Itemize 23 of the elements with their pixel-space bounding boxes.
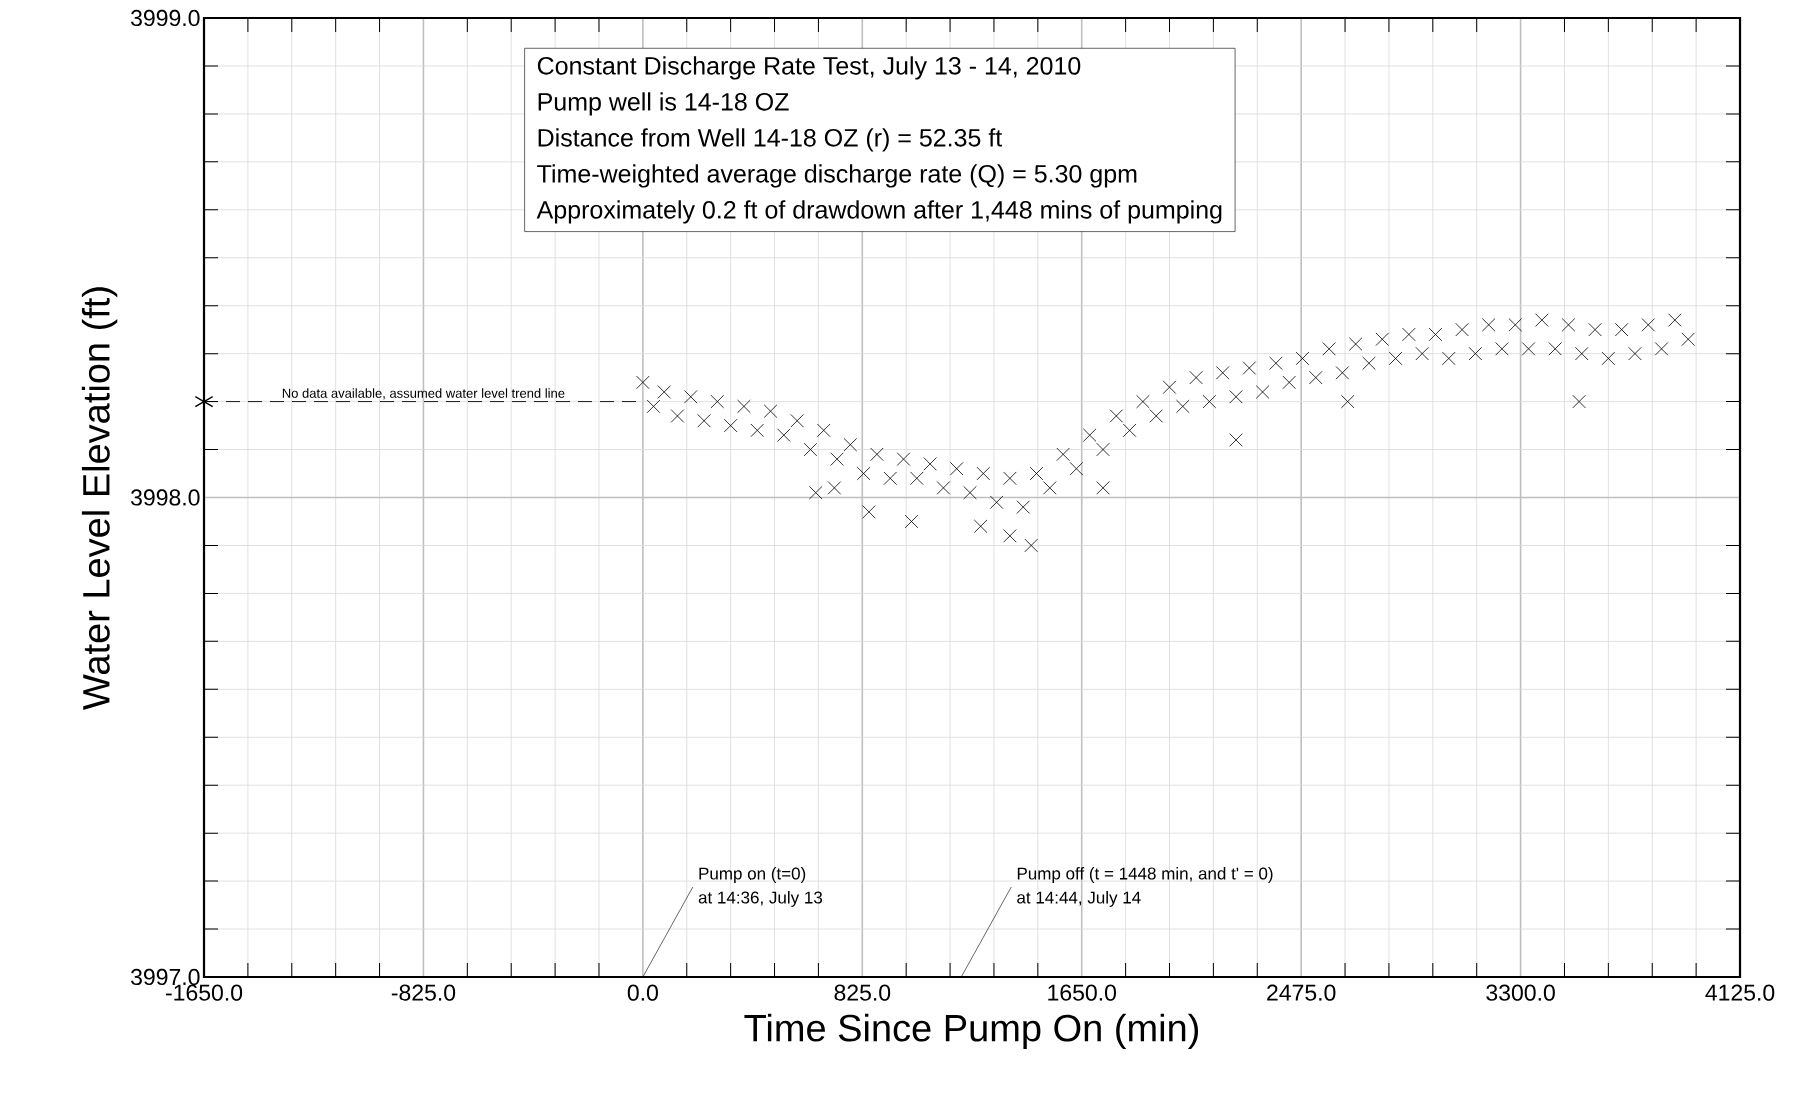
- x-axis-title: Time Since Pump On (min): [744, 1013, 1199, 1050]
- annotation: No data available, assumed water level trend line: [282, 388, 565, 400]
- annotation: at 14:36, July 13: [698, 891, 823, 907]
- annotation: Distance from Well 14-18 OZ (r) = 52.35 ft: [538, 128, 1003, 152]
- annotation: Time-weighted average discharge rate (Q) = 5.30 gpm: [537, 164, 1137, 188]
- x-tick-label: -825.0: [391, 984, 456, 1001]
- annotation: Approximately 0.2 ft of drawdown after 1,448 mins of pumping: [536, 200, 1222, 224]
- x-tick-label: 0.0: [627, 984, 658, 1001]
- y-tick-label: 3998.0: [131, 489, 200, 506]
- y-axis-title: Water Level Elevation (ft): [81, 287, 118, 710]
- y-tick-label: 3999.0: [131, 9, 200, 27]
- x-tick-label: 825.0: [834, 984, 891, 1001]
- text: Constant Discharge Rate Test, July 13 - 14, 2010: [537, 56, 1081, 80]
- x-tick-label: -1650.0: [166, 984, 243, 1001]
- y-tick-label: 3997.0: [131, 968, 200, 986]
- annotation: at 14:44, July 14: [1017, 891, 1141, 907]
- annotation: Pump on (t=0): [699, 867, 806, 883]
- x-tick-label: 3300.0: [1486, 984, 1555, 1001]
- x-tick-label: 1650.0: [1048, 984, 1116, 1001]
- x-tick-label: 2475.0: [1267, 984, 1336, 1001]
- annotation: Pump well is 14-18 OZ: [538, 92, 789, 116]
- annotation: Pump off (t = 1448 min, and t' = 0): [1017, 867, 1273, 883]
- x-tick-label: 4125.0: [1705, 984, 1775, 1001]
